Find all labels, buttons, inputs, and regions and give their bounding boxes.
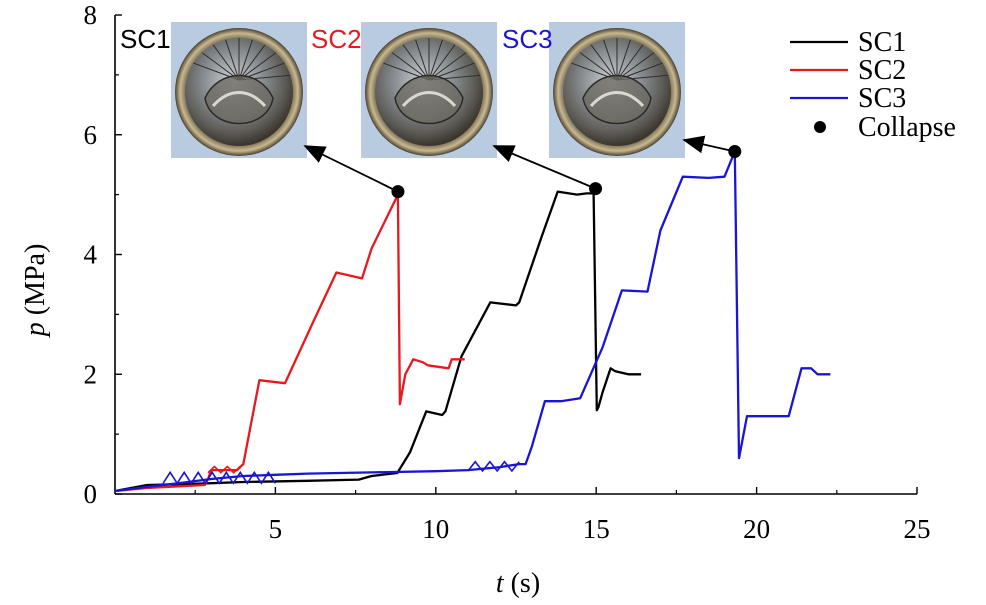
photo-crease <box>238 44 266 81</box>
x-tick-label-5: 5 <box>269 514 283 544</box>
photo-crease <box>225 39 240 81</box>
photo-crease <box>402 44 430 81</box>
photo-crease <box>428 44 456 81</box>
photo-dent <box>582 74 652 125</box>
photo-crease <box>238 39 253 81</box>
legend-label-sc3: SC3 <box>858 83 906 114</box>
y-axis-title: p (MPa) <box>20 244 51 339</box>
collapse-marker-sc1 <box>589 182 603 196</box>
legend-label-sc2: SC2 <box>858 55 906 86</box>
collapse-layer <box>303 135 742 199</box>
series-ripple-sc2 <box>207 465 241 474</box>
legend: SC1 SC2 SC3 Collapse <box>790 27 956 143</box>
y-axis-unit: (MPa) <box>20 244 51 323</box>
photo-crease <box>212 44 240 81</box>
series-line-sc1 <box>114 190 642 493</box>
legend-label-sc1: SC1 <box>858 27 906 58</box>
photo-highlight <box>589 91 645 108</box>
x-tick-label-20: 20 <box>743 514 770 544</box>
x-tick-label-25: 25 <box>904 514 931 544</box>
collapse-arrow-sc2 <box>303 145 399 193</box>
photo-label-sc2: SC2 <box>311 24 362 54</box>
photo-label-sc3: SC3 <box>502 24 553 54</box>
specimen-photo-2 <box>361 22 497 158</box>
x-axis-title: t (s) <box>496 568 540 599</box>
y-axis-var: p <box>20 322 51 338</box>
series-line-sc2 <box>114 193 465 493</box>
series-ripple-sc3 <box>467 460 520 473</box>
y-tick-label-8: 8 <box>84 0 98 30</box>
photo-crease <box>603 39 618 81</box>
photo-crease <box>428 39 443 81</box>
photo-highlight <box>401 91 457 108</box>
photo-label-sc1: SC1 <box>120 24 171 54</box>
y-tick-label-2: 2 <box>84 359 98 389</box>
axes: 5 10 15 20 25 0 2 4 6 8 <box>84 0 931 544</box>
series-ripple-sc3 <box>162 470 277 485</box>
photo-dent <box>394 74 464 125</box>
x-tick-label-15: 15 <box>583 514 610 544</box>
specimen-photo-1 <box>171 22 307 158</box>
photo-crease <box>616 44 644 81</box>
series-layer <box>114 150 831 493</box>
y-tick-label-0: 0 <box>84 479 98 509</box>
x-axis-unit: (s) <box>504 568 541 599</box>
collapse-marker-sc2 <box>391 185 405 199</box>
photo-highlight <box>211 91 267 108</box>
photo-dent <box>204 74 274 125</box>
x-tick-label-10: 10 <box>422 514 449 544</box>
collapse-arrow-sc1 <box>492 145 596 190</box>
specimen-photo-3 <box>549 22 685 158</box>
legend-collapse-marker <box>814 121 826 133</box>
photo-crease <box>415 39 430 81</box>
legend-label-collapse: Collapse <box>858 112 956 143</box>
x-axis-var: t <box>496 568 505 599</box>
series-line-sc3 <box>114 150 831 493</box>
collapse-marker-sc3 <box>728 145 742 159</box>
photo-crease <box>590 44 618 81</box>
y-tick-label-4: 4 <box>84 240 98 270</box>
y-tick-label-6: 6 <box>84 120 98 150</box>
collapse-arrow-sc3 <box>682 135 735 154</box>
specimen-photos <box>171 22 685 158</box>
photo-crease <box>616 39 631 81</box>
